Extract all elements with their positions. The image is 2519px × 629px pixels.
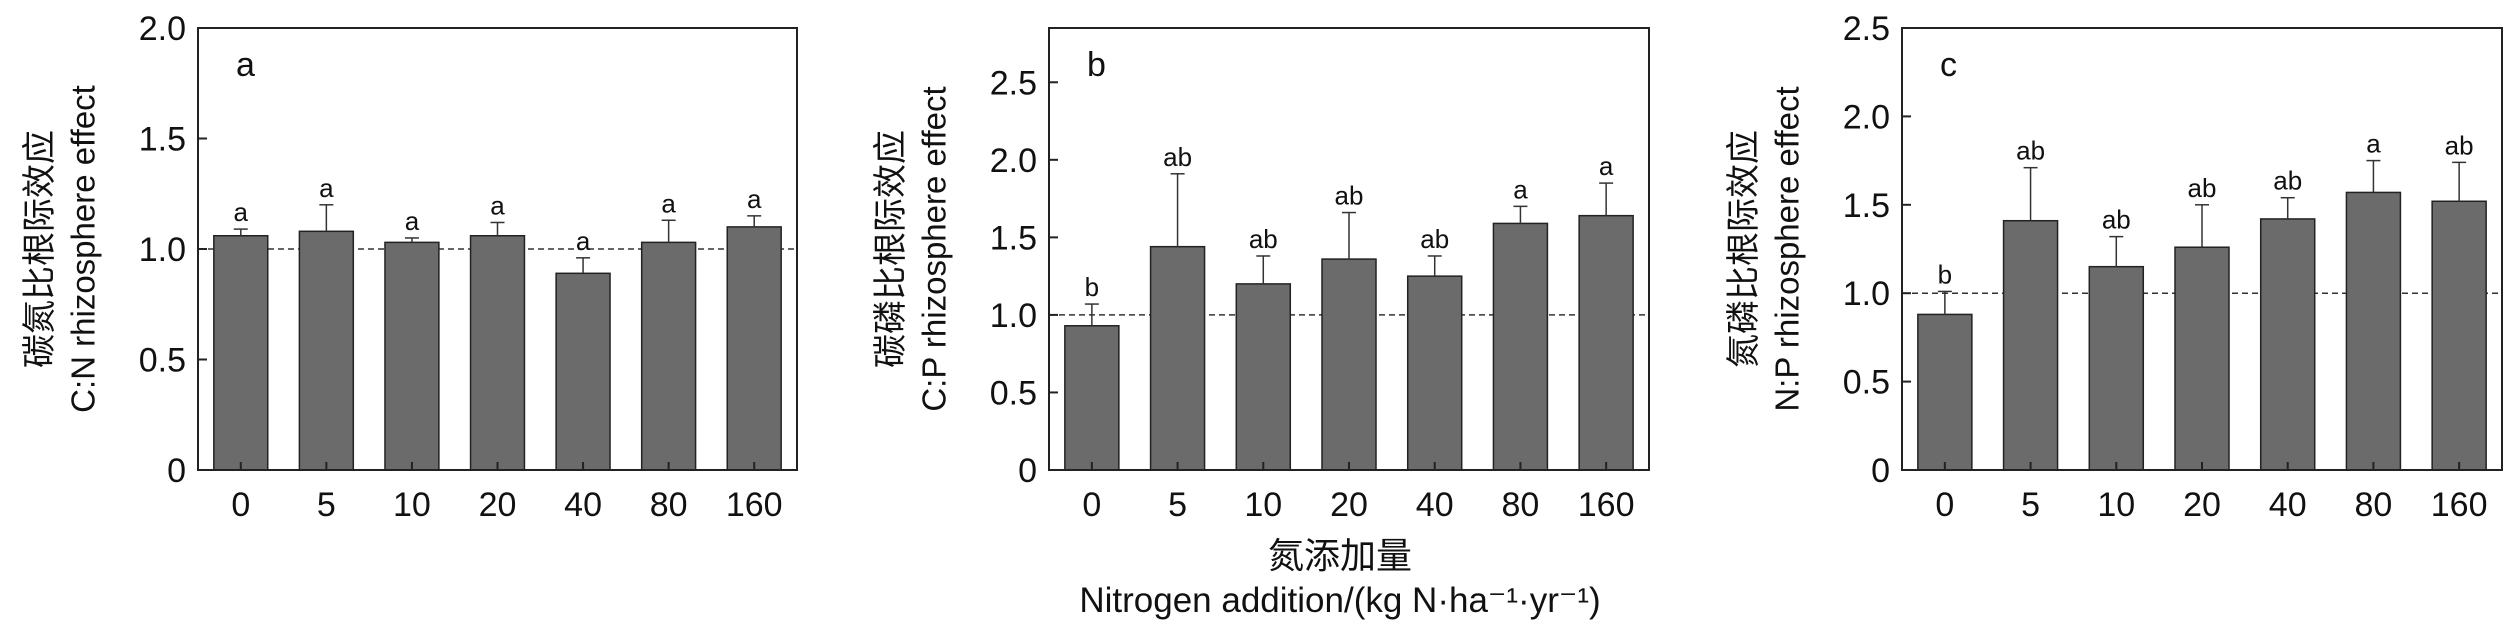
x-tick-label: 10 bbox=[393, 486, 431, 524]
y-tick-label: 0 bbox=[1018, 452, 1037, 490]
y-axis-label-en: N:P rhizosphere effect bbox=[1769, 86, 1806, 411]
significance-letter: ab bbox=[2188, 173, 2217, 203]
significance-letter: a bbox=[490, 190, 505, 220]
significance-letter: ab bbox=[1163, 142, 1192, 172]
significance-letter: ab bbox=[2016, 136, 2045, 166]
panel-a: a 0 a 5 a 10 a 20 a 40 a 80 a 160 0 0.5 1.0 1.5 2.0 a 碳氮比根际效… bbox=[20, 10, 798, 524]
bar bbox=[1064, 325, 1120, 471]
x-tick-label: 80 bbox=[2355, 486, 2393, 524]
y-tick-label: 0.5 bbox=[139, 342, 186, 380]
bar bbox=[1321, 258, 1377, 471]
x-tick-label: 40 bbox=[2269, 486, 2307, 524]
significance-letter: ab bbox=[1335, 181, 1364, 211]
y-tick-label: 2.0 bbox=[990, 142, 1037, 180]
bar bbox=[1578, 214, 1634, 471]
panel-b: b 0 ab 5 ab 10 ab 20 ab 40 a 80 a 160 0 0.5 1.0 1.5 2.0 2.5… bbox=[871, 27, 1650, 524]
significance-letter: a bbox=[661, 188, 676, 218]
x-tick-label: 80 bbox=[1502, 486, 1540, 524]
x-tick-label: 5 bbox=[317, 486, 336, 524]
significance-letter: b bbox=[1938, 259, 1952, 289]
significance-letter: ab bbox=[1420, 224, 1449, 254]
panel-letter: c bbox=[1940, 46, 1957, 84]
significance-letter: ab bbox=[2273, 166, 2302, 196]
bar bbox=[469, 234, 526, 471]
bar bbox=[555, 272, 611, 471]
y-tick-label: 2.0 bbox=[139, 10, 186, 48]
x-tick-label: 80 bbox=[650, 486, 688, 524]
x-axis-label-cn: 氮添加量 bbox=[1268, 536, 1412, 577]
bar bbox=[2088, 265, 2145, 471]
bar bbox=[2002, 219, 2059, 471]
significance-letter: a bbox=[2366, 129, 2381, 159]
bar bbox=[640, 241, 697, 471]
bar bbox=[1235, 283, 1292, 471]
y-tick-label: 2.0 bbox=[1843, 98, 1890, 136]
y-tick-label: 1.5 bbox=[990, 219, 1037, 257]
significance-letter: a bbox=[576, 226, 591, 256]
plot-frame bbox=[1901, 27, 2503, 471]
x-tick-label: 0 bbox=[231, 486, 250, 524]
significance-letter: a bbox=[234, 197, 249, 227]
y-tick-label: 0.5 bbox=[1843, 364, 1890, 402]
bar bbox=[2259, 218, 2316, 471]
y-axis-label-en: C:P rhizosphere effect bbox=[916, 86, 953, 411]
y-axis-label-en: C:N rhizosphere effect bbox=[65, 85, 102, 413]
y-tick-label: 1.5 bbox=[1843, 187, 1890, 225]
x-tick-label: 20 bbox=[479, 486, 517, 524]
bar bbox=[1149, 245, 1206, 471]
panel-c: b 0 ab 5 ab 10 ab 20 ab 40 a 80 ab 160 0 0.5 1.0 1.5 2.0 2.… bbox=[1724, 10, 2503, 524]
y-tick-label: 1.0 bbox=[990, 297, 1037, 335]
x-axis-label-en: Nitrogen addition/(kg N·ha⁻¹·yr⁻¹) bbox=[1079, 581, 1600, 620]
x-tick-label: 5 bbox=[2021, 486, 2040, 524]
significance-letter: a bbox=[747, 184, 762, 214]
bar bbox=[384, 241, 440, 471]
y-axis-label-cn: 碳氮比根际效应 bbox=[20, 130, 60, 368]
x-tick-label: 20 bbox=[2183, 486, 2221, 524]
y-tick-label: 1.0 bbox=[1843, 275, 1890, 313]
x-tick-label: 20 bbox=[1330, 486, 1368, 524]
significance-letter: a bbox=[1513, 174, 1528, 204]
y-axis-label-cn: 碳磷比根际效应 bbox=[871, 130, 911, 368]
plot-frame bbox=[1048, 27, 1650, 471]
x-tick-label: 10 bbox=[1244, 486, 1282, 524]
x-tick-label: 40 bbox=[564, 486, 602, 524]
x-tick-label: 0 bbox=[1935, 486, 1954, 524]
panel-letter: b bbox=[1087, 46, 1106, 84]
bar bbox=[1406, 275, 1463, 471]
y-tick-label: 2.5 bbox=[990, 64, 1037, 102]
x-tick-label: 0 bbox=[1082, 486, 1101, 524]
bar bbox=[2174, 246, 2230, 471]
panel-letter: a bbox=[236, 46, 255, 84]
x-tick-label: 160 bbox=[726, 486, 783, 524]
y-tick-label: 1.5 bbox=[139, 121, 186, 159]
x-tick-label: 40 bbox=[1416, 486, 1454, 524]
bar bbox=[726, 226, 782, 471]
bar bbox=[1492, 222, 1549, 471]
y-tick-label: 0 bbox=[167, 452, 186, 490]
x-tick-label: 10 bbox=[2097, 486, 2135, 524]
y-tick-label: 2.5 bbox=[1843, 10, 1890, 48]
y-tick-label: 0.5 bbox=[990, 374, 1037, 412]
y-tick-label: 0 bbox=[1871, 452, 1890, 490]
bar bbox=[1917, 313, 1973, 471]
significance-letter: b bbox=[1085, 272, 1099, 302]
bar bbox=[2431, 200, 2487, 471]
x-tick-label: 5 bbox=[1168, 486, 1187, 524]
bar bbox=[298, 230, 355, 471]
y-axis-label-cn: 氮磷比根际效应 bbox=[1724, 130, 1764, 368]
bar bbox=[213, 234, 269, 471]
plot-frame bbox=[197, 27, 798, 471]
significance-letter: a bbox=[319, 173, 334, 203]
y-tick-label: 1.0 bbox=[139, 231, 186, 269]
significance-letter: ab bbox=[2102, 205, 2131, 235]
x-tick-label: 160 bbox=[2431, 486, 2488, 524]
x-tick-label: 160 bbox=[1578, 486, 1635, 524]
significance-letter: ab bbox=[1249, 224, 1278, 254]
bar bbox=[2345, 191, 2402, 471]
significance-letter: a bbox=[405, 206, 420, 236]
significance-letter: ab bbox=[2445, 130, 2474, 160]
significance-letter: a bbox=[1599, 151, 1614, 181]
